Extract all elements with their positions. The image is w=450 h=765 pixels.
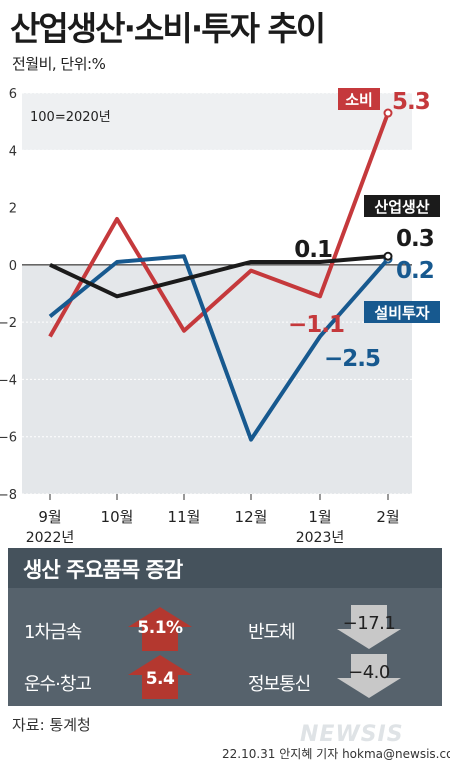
item-label-semiconductor: 반도체 (248, 622, 296, 643)
y-tick-label: 4 (9, 144, 17, 159)
series-line-investment (48, 254, 390, 442)
source-note: 자료: 통계청 (12, 716, 91, 734)
y-tick-label: 0 (9, 259, 17, 274)
year-label: 2023년 (296, 530, 345, 545)
legend-label-investment-box (364, 301, 440, 323)
y-tick-label: −8 (0, 488, 17, 503)
data-label-investment-feb: 0.2 (396, 258, 434, 284)
legend-label-consumption-box (338, 88, 380, 110)
key-items-panel: 생산 주요품목 증감 1차금속 5.1% 반도체 −17.1 운수·창고 5.4… (8, 548, 442, 706)
x-tick-label: 11월 (168, 508, 201, 526)
down-arrow-icon: −4.0 (337, 654, 401, 698)
data-label-production-jan: 0.1 (294, 237, 332, 263)
panel-title: 생산 주요품목 증감 (23, 558, 183, 582)
x-tick-label: 1월 (308, 508, 331, 526)
series-line-production (49, 254, 389, 299)
y-tick-label: 2 (9, 202, 17, 217)
x-axis-ticks: 9월 10월 11월 12월 1월 2월 2022년 2023년 (26, 494, 400, 545)
panel-header: 생산 주요품목 증감 (8, 548, 442, 588)
line-chart: −8 −6 −4 −2 0 2 4 6 9월 10월 11월 12월 1월 2월 2022년 2023년 1… (0, 87, 440, 545)
legend-label-investment: 설비투자 (374, 304, 429, 322)
data-label-consumption-jan: −1.1 (288, 312, 344, 338)
x-tick-label: 12월 (235, 508, 268, 526)
data-label-production-feb: 0.3 (396, 226, 434, 252)
y-axis-ticks: −8 −6 −4 −2 0 2 4 6 (0, 87, 17, 503)
item-label-transport-storage: 운수·창고 (24, 674, 92, 695)
legend-label-consumption: 소비 (345, 91, 373, 109)
x-tick-label: 2월 (376, 508, 399, 526)
grid-lines (22, 92, 412, 495)
legend-label-production: 산업생산 (374, 198, 429, 216)
data-label-investment-jan: −2.5 (324, 346, 380, 372)
chart-subtitle: 전월비, 단위:% (12, 55, 106, 73)
item-label-primary-metal: 1차금속 (24, 622, 82, 643)
series-group (48, 108, 393, 442)
y-tick-label: −6 (0, 431, 17, 446)
up-arrow-icon: 5.4 (128, 655, 192, 699)
page-title: 산업생산·소비·투자 추이 (10, 9, 326, 48)
x-tick-label: 10월 (101, 508, 134, 526)
y-tick-label: 6 (9, 87, 17, 102)
y-tick-label: −2 (0, 316, 17, 331)
credit-line: 22.10.31 안지혜 기자 hokma@newsis.com (222, 747, 450, 761)
base-year-note: 100=2020년 (30, 110, 111, 125)
year-label: 2022년 (26, 530, 75, 545)
item-value-transport-storage: 5.4 (145, 669, 175, 689)
item-value-info-comm: −4.0 (348, 662, 390, 683)
data-label-consumption-feb: 5.3 (392, 89, 430, 115)
series-end-point (383, 108, 393, 118)
series-end-point (383, 251, 393, 261)
x-tick-label: 9월 (38, 508, 61, 526)
item-value-primary-metal: 5.1% (137, 618, 183, 638)
y-tick-label: −4 (0, 373, 17, 388)
item-label-info-comm: 정보통신 (248, 674, 311, 695)
up-arrow-icon: 5.1% (128, 607, 192, 651)
item-value-semiconductor: −17.1 (342, 613, 396, 634)
down-arrow-icon: −17.1 (337, 605, 401, 649)
series-line-consumption (48, 112, 390, 338)
legend-label-production-box (364, 195, 440, 217)
watermark-logo: NEWSIS (300, 722, 404, 747)
